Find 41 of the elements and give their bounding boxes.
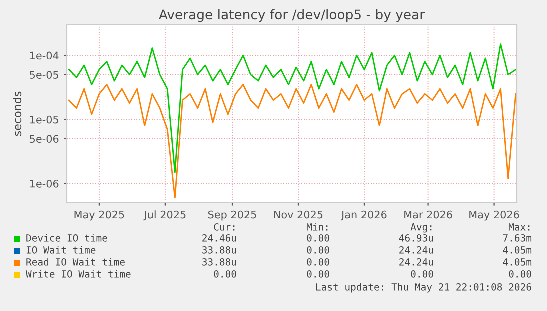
text: 0.00 bbox=[411, 270, 434, 278]
text: 0.00 bbox=[307, 234, 330, 242]
text: 46.93u bbox=[399, 234, 434, 242]
y-tick-label: 5e-06 bbox=[30, 135, 59, 144]
chart-title: Average latency for /dev/loop5 - by year bbox=[159, 9, 426, 22]
text: 4.05m bbox=[503, 246, 532, 254]
y-axis-title: seconds bbox=[13, 92, 22, 136]
line-series bbox=[68, 44, 517, 174]
legend-label: Read IO Wait time bbox=[26, 258, 125, 266]
text: 33.88u bbox=[202, 246, 236, 254]
text: 7.63m bbox=[503, 234, 532, 242]
x-tick-label: Jan 2026 bbox=[341, 210, 387, 221]
text: 0.00 bbox=[307, 270, 330, 278]
text: 24.46u bbox=[202, 234, 236, 242]
text: 4.05m bbox=[503, 258, 532, 266]
text: Last update: Thu May 21 22:01:08 2026 bbox=[316, 283, 532, 293]
text: Avg: bbox=[410, 224, 432, 233]
legend-label: Write IO Wait time bbox=[26, 270, 131, 278]
text: 0.00 bbox=[509, 270, 532, 278]
text: 0.00 bbox=[307, 246, 330, 254]
text: 0.00 bbox=[307, 258, 330, 266]
text: 33.88u bbox=[202, 258, 236, 266]
y-tick-label: 1e-04 bbox=[30, 52, 59, 60]
legend-label: IO Wait time bbox=[26, 246, 96, 254]
text: 0.00 bbox=[214, 270, 236, 278]
text: 24.24u bbox=[400, 246, 434, 254]
line-series bbox=[68, 84, 517, 199]
x-tick-label: Mar 2026 bbox=[404, 210, 452, 219]
x-tick-label: Sep 2025 bbox=[208, 210, 256, 221]
text: 24.24u bbox=[400, 258, 434, 266]
legend-label: Device IO time bbox=[26, 234, 108, 242]
text: Max: bbox=[508, 224, 530, 231]
y-tick-label: 1e-06 bbox=[30, 180, 59, 188]
text: Min: bbox=[306, 223, 328, 231]
x-tick-label: Nov 2025 bbox=[274, 210, 323, 219]
y-tick-label: 5e-05 bbox=[30, 71, 58, 79]
y-tick-label: 1e-05 bbox=[30, 116, 58, 124]
x-tick-label: May 2025 bbox=[74, 210, 124, 221]
x-tick-label: May 2026 bbox=[470, 210, 520, 221]
text: Cur: bbox=[214, 223, 235, 231]
x-tick-label: Jul 2025 bbox=[144, 210, 186, 221]
